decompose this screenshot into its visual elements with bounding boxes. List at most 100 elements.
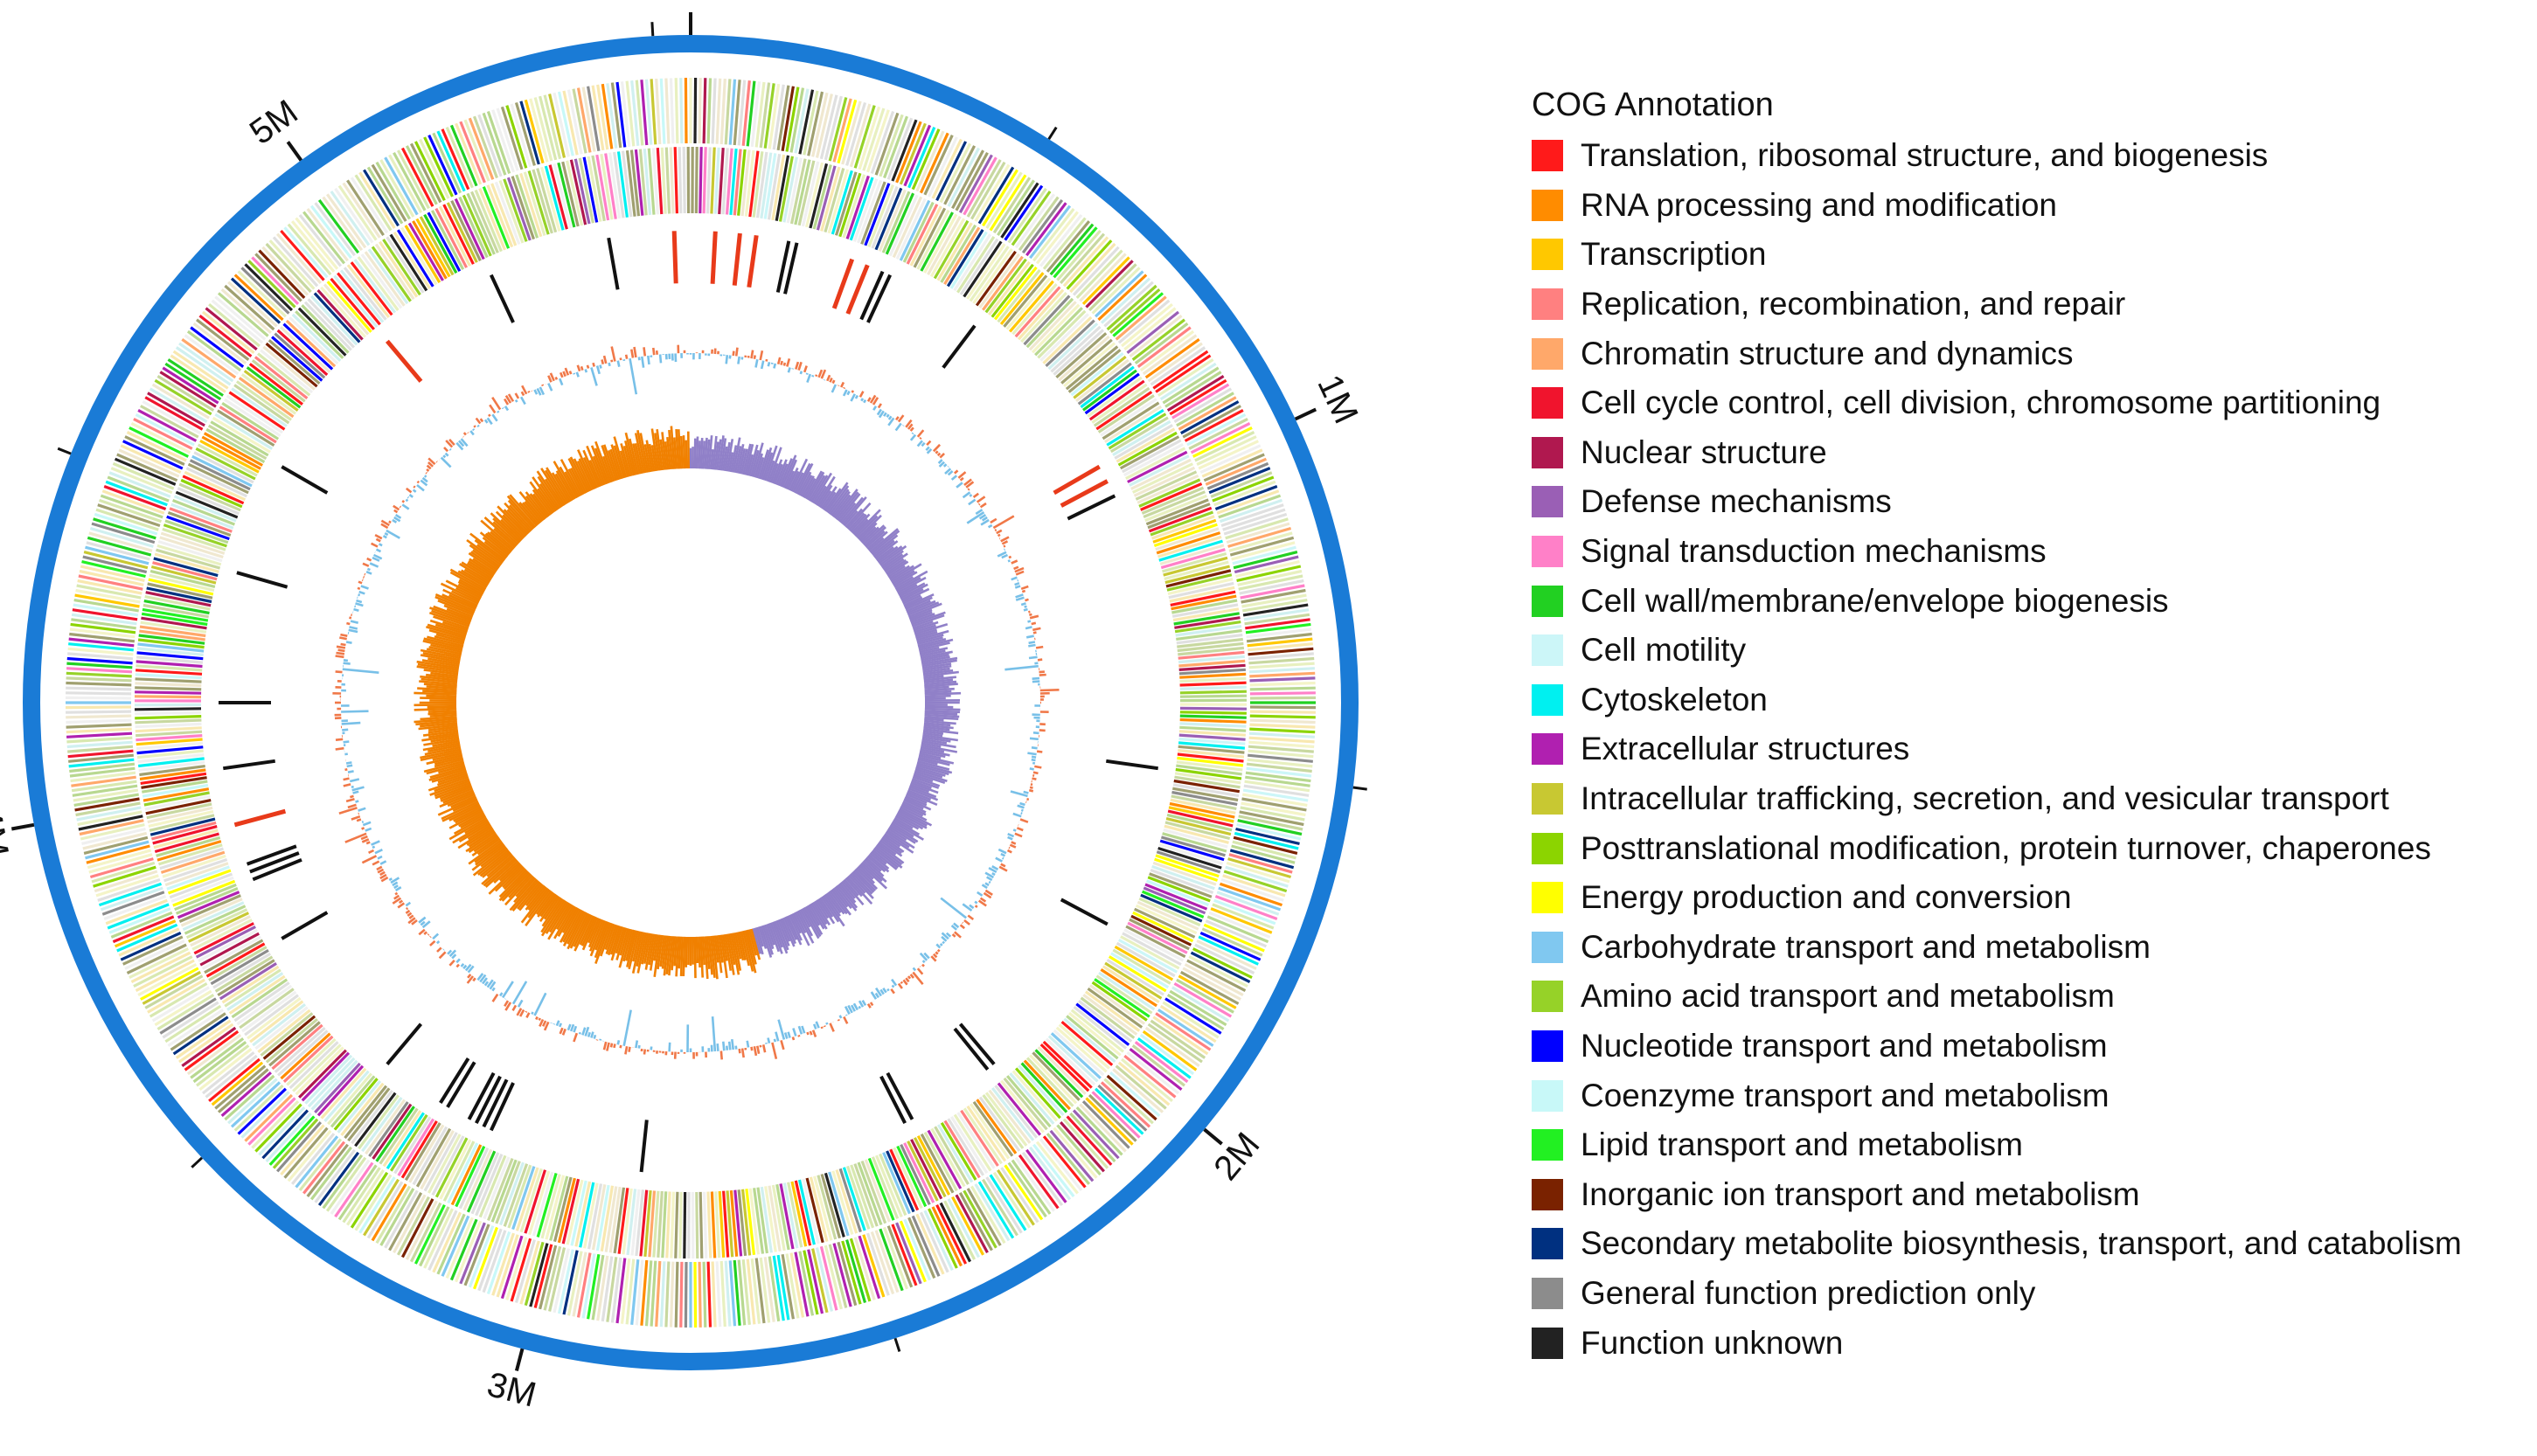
gc-content-mark	[637, 357, 641, 361]
cog-gene-mark	[1020, 1062, 1068, 1113]
cog-gene-mark	[87, 536, 152, 557]
cog-gene-mark	[994, 1085, 1039, 1139]
gc-skew-mark	[900, 804, 924, 817]
cog-gene-mark	[1179, 718, 1247, 724]
cog-gene-mark	[842, 174, 866, 239]
cog-gene-mark	[374, 243, 415, 301]
cog-gene-mark	[1150, 346, 1206, 386]
cog-gene-mark	[911, 1215, 941, 1277]
gc-skew-mark	[427, 635, 464, 648]
gc-skew-mark	[799, 908, 811, 928]
cog-gene-mark	[496, 1234, 519, 1298]
cog-gene-mark	[74, 593, 140, 608]
feature-marker	[607, 237, 620, 290]
cog-gene-mark	[629, 149, 641, 217]
gc-skew-mark	[867, 854, 890, 873]
gc-content-mark	[754, 359, 759, 368]
cog-gene-mark	[1179, 706, 1248, 711]
legend-swatch	[1532, 981, 1563, 1013]
cog-gene-mark	[136, 651, 204, 661]
gc-skew-mark	[872, 849, 898, 870]
cog-gene-mark	[1070, 351, 1124, 397]
gc-skew-mark	[924, 685, 949, 690]
cog-gene-mark	[519, 1168, 543, 1233]
gc-content-mark	[342, 668, 379, 674]
gc-skew-mark	[484, 532, 511, 555]
gc-skew-mark	[832, 494, 851, 518]
gc-skew-mark	[569, 456, 589, 493]
cog-gene-mark	[1248, 749, 1314, 759]
cog-gene-mark	[1172, 607, 1240, 622]
cog-gene-mark	[940, 1121, 977, 1181]
cog-gene-mark	[595, 1184, 610, 1251]
cog-gene-mark	[953, 233, 992, 292]
cog-gene-mark	[280, 229, 325, 281]
gc-skew-mark	[515, 876, 535, 898]
gc-skew-mark	[482, 852, 512, 878]
cog-gene-mark	[1095, 391, 1153, 431]
gc-skew-mark	[447, 793, 476, 808]
cog-gene-mark	[365, 1099, 407, 1155]
cog-gene-mark	[1249, 710, 1316, 714]
cog-gene-mark	[1136, 1037, 1192, 1079]
cog-gene-mark	[915, 1213, 945, 1275]
gc-content-mark	[987, 523, 993, 529]
gc-skew-mark	[661, 935, 668, 969]
gc-content-mark	[442, 948, 445, 951]
cog-gene-mark	[1014, 286, 1061, 338]
cog-gene-mark	[198, 315, 253, 358]
cog-gene-mark	[66, 676, 132, 683]
gc-content-mark	[372, 556, 380, 562]
cog-gene-mark	[947, 1198, 981, 1258]
gc-content-mark	[408, 914, 414, 919]
cog-gene-mark	[693, 77, 698, 144]
gc-skew-mark	[632, 931, 642, 962]
cog-gene-mark	[809, 1176, 829, 1242]
gc-skew-mark	[912, 775, 941, 787]
gc-content-mark	[489, 404, 497, 414]
cog-gene-mark	[138, 757, 205, 768]
cog-gene-mark	[1149, 872, 1213, 898]
legend-swatch	[1532, 337, 1563, 370]
gc-skew-mark	[590, 445, 608, 485]
gc-skew-mark	[924, 707, 961, 711]
gc-skew-mark	[886, 829, 915, 849]
cog-gene-mark	[333, 274, 379, 329]
gc-skew-mark	[742, 443, 752, 475]
gc-content-mark	[863, 399, 867, 404]
gc-content-mark	[511, 1004, 518, 1011]
cog-gene-mark	[610, 1257, 622, 1323]
gc-content-mark	[732, 350, 735, 357]
gc-skew-mark	[885, 830, 910, 849]
cog-gene-mark	[549, 1175, 569, 1241]
gc-content-mark	[850, 1004, 856, 1012]
cog-gene-mark	[350, 261, 393, 316]
gc-content-mark	[878, 410, 885, 419]
gc-content-mark	[991, 865, 999, 871]
gc-content-mark	[376, 865, 383, 871]
cog-gene-mark	[363, 169, 400, 227]
cog-gene-mark	[1241, 588, 1306, 604]
cog-gene-mark	[1166, 375, 1225, 412]
gc-skew-mark	[893, 818, 921, 836]
cog-gene-mark	[1011, 191, 1052, 246]
cog-gene-mark	[1234, 831, 1299, 850]
gc-skew-mark	[529, 481, 554, 514]
gc-skew-mark	[750, 928, 761, 960]
cog-gene-mark	[246, 366, 302, 409]
cog-gene-mark	[169, 507, 233, 533]
cog-gene-mark	[548, 1247, 566, 1312]
cog-gene-mark	[895, 121, 922, 184]
cog-gene-mark	[455, 122, 483, 185]
gc-content-mark	[502, 981, 514, 999]
cog-gene-mark	[389, 1113, 428, 1172]
feature-marker	[489, 274, 515, 323]
gc-content-mark	[1011, 576, 1018, 581]
cog-gene-mark	[412, 220, 448, 280]
cog-gene-mark	[233, 274, 284, 322]
cog-gene-mark	[136, 741, 204, 751]
gc-content-mark	[504, 1000, 510, 1007]
cog-gene-mark	[170, 1012, 226, 1051]
cog-gene-mark	[1060, 1020, 1114, 1066]
cog-gene-mark	[1130, 458, 1192, 490]
